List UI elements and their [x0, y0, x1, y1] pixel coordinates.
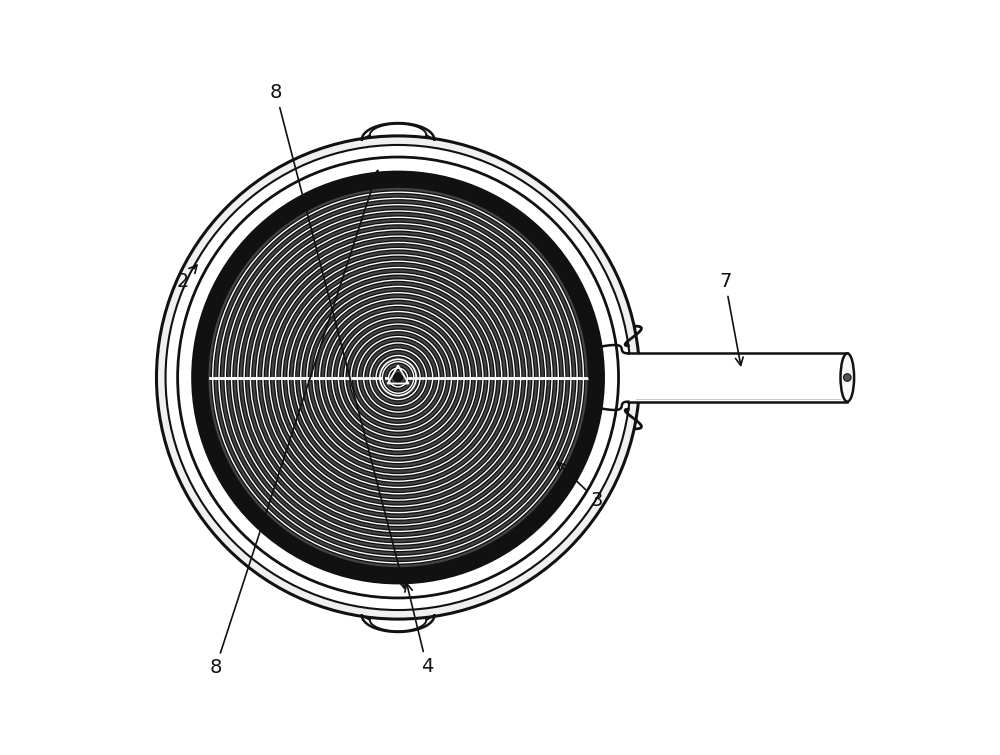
Circle shape — [178, 157, 619, 598]
Text: 7: 7 — [719, 272, 743, 365]
Text: 3: 3 — [557, 463, 603, 510]
Circle shape — [156, 136, 640, 619]
Ellipse shape — [841, 353, 854, 402]
Text: 2: 2 — [177, 265, 197, 291]
Polygon shape — [628, 353, 847, 402]
Circle shape — [166, 145, 631, 610]
Text: 4: 4 — [405, 584, 433, 676]
Circle shape — [193, 172, 603, 583]
Text: 8: 8 — [209, 171, 379, 677]
Circle shape — [844, 374, 851, 381]
Text: 8: 8 — [270, 83, 406, 588]
